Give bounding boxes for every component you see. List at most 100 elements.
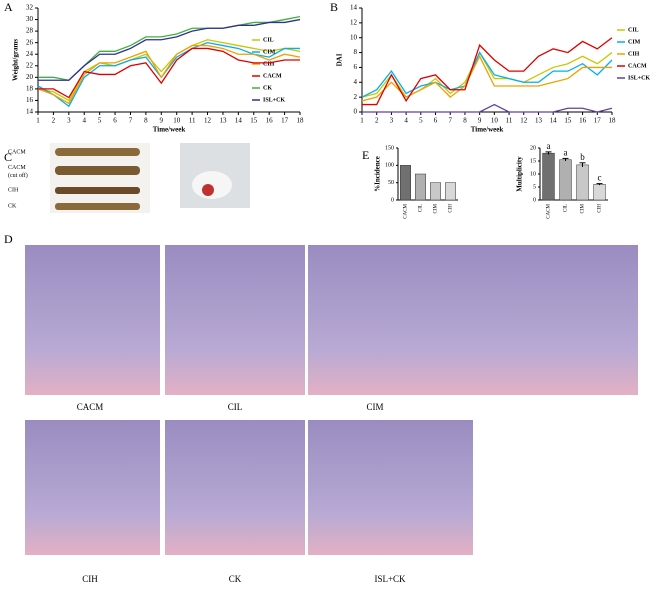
bar <box>542 152 555 201</box>
series-line <box>362 103 613 113</box>
x-tick-label: CIM <box>434 203 439 213</box>
y-tick-label: 50 <box>388 180 394 186</box>
y-tick-label: 16 <box>26 96 34 104</box>
histology <box>308 245 638 395</box>
y-axis-label: DAI <box>336 53 344 66</box>
histology <box>25 420 160 555</box>
histology <box>25 245 160 395</box>
x-tick-label: 4 <box>404 117 408 125</box>
legend-label: CIM <box>628 39 641 45</box>
panel-label: A <box>4 0 13 14</box>
x-tick-label: 10 <box>491 117 499 125</box>
x-tick-label: 3 <box>67 117 71 125</box>
x-tick-label: 3 <box>390 117 394 125</box>
x-tick-label: 1 <box>36 117 40 125</box>
bar <box>559 159 572 201</box>
x-tick-label: 8 <box>463 117 467 125</box>
y-tick-label: 15 <box>530 158 536 164</box>
y-tick-label: 0 <box>391 197 394 203</box>
y-tick-label: 20 <box>26 73 34 81</box>
x-tick-label: 2 <box>375 117 379 125</box>
x-tick-label: 8 <box>144 117 148 125</box>
histology <box>165 420 305 555</box>
y-tick-label: 32 <box>26 4 34 12</box>
annotation: a <box>547 141 551 151</box>
y-tick-label: 30 <box>26 15 34 23</box>
photo-label: CACM (cut off) <box>8 165 28 179</box>
y-tick-label: 10 <box>530 171 536 177</box>
legend-label: ISL+CK <box>263 97 285 103</box>
x-tick-label: 12 <box>204 117 212 125</box>
y-tick-label: 100 <box>385 163 394 169</box>
y-tick-label: 24 <box>26 50 34 58</box>
x-tick-label: 13 <box>535 117 543 125</box>
x-tick-label: 9 <box>160 117 164 125</box>
x-tick-label: 17 <box>594 117 602 125</box>
y-tick-label: 0 <box>533 197 536 203</box>
photo-label: CIH <box>8 187 19 193</box>
x-tick-label: CACM <box>404 203 409 218</box>
photo-label: CK <box>229 574 242 584</box>
y-tick-label: 12 <box>350 18 358 26</box>
x-tick-label: 7 <box>448 117 452 125</box>
y-tick-label: 14 <box>26 108 34 116</box>
panel-label: D <box>4 232 13 246</box>
photo-label: CACM <box>77 402 104 412</box>
bar <box>415 173 426 201</box>
x-axis-label: Time/week <box>471 126 504 134</box>
photo-label: ISL+CK <box>374 574 406 584</box>
x-tick-label: 7 <box>129 117 133 125</box>
bar <box>430 182 441 201</box>
legend-label: CACM <box>263 73 282 79</box>
legend-label: CIM <box>263 49 276 55</box>
x-tick-label: 2 <box>52 117 56 125</box>
bar <box>593 184 606 201</box>
x-tick-label: 14 <box>550 117 558 125</box>
panel-label: B <box>330 0 338 14</box>
series-line <box>37 41 300 108</box>
x-tick-label: CIH <box>449 204 454 213</box>
series-line <box>38 18 301 81</box>
x-tick-label: 18 <box>297 117 305 125</box>
x-tick-label: 11 <box>506 117 513 125</box>
y-tick-label: 14 <box>350 4 358 12</box>
y-tick-label: 0 <box>354 108 358 116</box>
y-tick-label: 4 <box>354 78 358 86</box>
annotation: c <box>598 173 602 183</box>
x-tick-label: 16 <box>266 117 274 125</box>
bar <box>400 165 411 201</box>
x-tick-label: CIM <box>581 203 586 213</box>
bar <box>445 182 456 201</box>
x-tick-label: 15 <box>250 117 258 125</box>
annotation: b <box>580 152 585 162</box>
x-tick-label: 6 <box>434 117 438 125</box>
x-tick-label: 16 <box>579 117 587 125</box>
y-tick-label: 18 <box>26 84 34 92</box>
series-line <box>361 51 613 98</box>
series-line <box>362 37 613 106</box>
photo-label: CACM <box>8 149 26 155</box>
x-tick-label: 11 <box>189 117 196 125</box>
y-tick-label: 150 <box>385 145 394 151</box>
y-tick-label: 6 <box>354 63 358 71</box>
y-tick-label: 22 <box>26 61 34 69</box>
y-tick-label: 20 <box>530 145 536 151</box>
y-tick-label: 8 <box>354 48 358 56</box>
legend-label: CK <box>263 85 272 91</box>
panel-label: C <box>4 150 12 164</box>
histology <box>165 245 305 395</box>
x-tick-label: 12 <box>520 117 528 125</box>
photo-label: CIM <box>366 402 383 412</box>
y-axis-label: Multiplicity <box>516 156 524 192</box>
annotation: a <box>564 147 568 157</box>
y-tick-label: 10 <box>350 33 358 41</box>
x-tick-label: 15 <box>564 117 572 125</box>
legend-label: CIL <box>263 37 274 43</box>
photo-label: CIL <box>228 402 243 412</box>
legend-label: ISL+CK <box>628 75 650 81</box>
bar <box>576 164 589 201</box>
x-tick-label: 17 <box>281 117 289 125</box>
x-tick-label: 5 <box>419 117 423 125</box>
x-axis-label: Time/week <box>153 126 186 134</box>
